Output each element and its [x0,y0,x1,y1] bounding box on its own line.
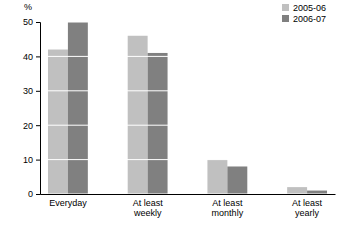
y-tick-mark [36,22,40,23]
bar [207,160,227,194]
grid-line [40,22,335,23]
y-tick-label: 30 [23,86,33,96]
x-tick-label: At leastmonthly [212,198,244,218]
x-tick: Everyday [49,194,87,208]
y-tick-mark [36,56,40,57]
x-tick-label: At leastweekly [133,198,164,218]
bar [128,36,148,194]
legend-label: 2005-06 [293,3,326,13]
grid-line [40,125,335,126]
bar [227,166,247,194]
bar [148,53,168,194]
grid-line [40,159,335,160]
x-axis-line [41,194,336,195]
x-tick-label: Everyday [49,198,87,208]
bar [68,22,88,194]
y-tick-label: 40 [23,52,33,62]
y-tick: 10 [23,155,40,165]
legend-swatch [282,15,289,22]
legend-item: 2005-06 [282,3,326,13]
legend: 2005-062006-07 [282,3,326,24]
y-axis-line [36,23,41,195]
y-tick-mark [36,160,40,161]
grid-line [40,90,335,91]
y-axis: 0 10 20 30 40 50 [23,17,41,199]
bar [48,50,68,194]
legend-label: 2006-07 [293,14,326,24]
bar [287,187,307,194]
y-tick-label: 20 [23,121,33,131]
bar [307,191,327,194]
x-tick-label: At leastyearly [292,198,323,218]
legend-swatch [282,4,289,11]
x-tick: At leastmonthly [212,194,244,218]
grid-line [40,194,335,195]
y-tick: 0 [28,189,40,199]
y-tick: 40 [23,52,40,62]
y-tick-mark [36,194,40,195]
y-tick-mark [36,91,40,92]
y-tick-label: 10 [23,155,33,165]
y-tick-label: 50 [23,17,33,27]
plot-area: 0 10 20 30 40 50 Everyday At leastweekly At leas… [23,17,336,218]
grid [40,22,335,194]
y-tick-mark [36,125,40,126]
grid-line [40,56,335,57]
y-tick: 20 [23,121,40,131]
x-tick: At leastyearly [292,194,323,218]
y-axis-title: % [24,2,32,12]
y-tick: 30 [23,86,40,96]
x-axis: Everyday At leastweekly At leastmonthly At … [41,194,336,218]
x-tick: At leastweekly [133,194,164,218]
y-tick: 50 [23,17,40,27]
chart: 0 10 20 30 40 50 Everyday At leastweekly At leas… [0,0,340,227]
y-tick-label: 0 [28,189,33,199]
legend-item: 2006-07 [282,14,326,24]
bars [48,22,327,194]
